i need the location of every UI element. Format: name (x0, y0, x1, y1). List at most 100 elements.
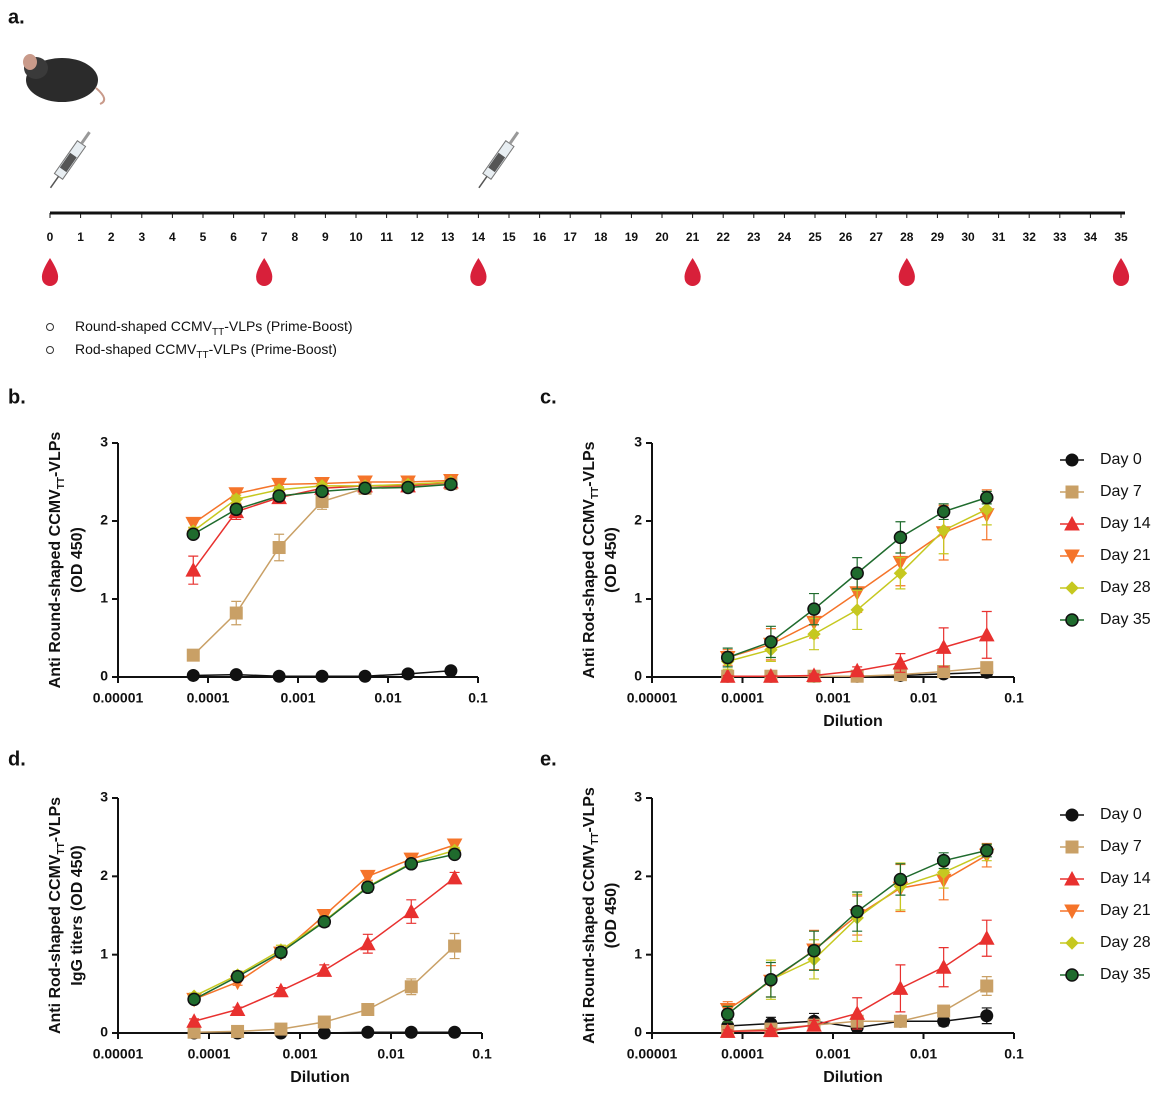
x-tick-label: 0.0001 (721, 1046, 764, 1062)
marker (807, 627, 821, 641)
y-tick-label: 2 (634, 512, 642, 528)
day-label: 16 (533, 230, 547, 244)
day-label: 15 (502, 230, 516, 244)
y-tick-label: 0 (634, 1024, 642, 1040)
marker (1065, 613, 1079, 627)
marker (401, 480, 415, 495)
marker (719, 668, 736, 683)
marker (447, 847, 462, 862)
blood-drop (41, 258, 59, 286)
marker (936, 853, 951, 868)
x-tick-label: 0.001 (815, 690, 850, 706)
legend-bullet (46, 346, 54, 354)
day-label: 1 (77, 230, 84, 244)
subscript: TT (56, 477, 67, 489)
panel-label: a. (8, 6, 25, 28)
marker (893, 872, 908, 887)
subscript: TT (56, 842, 67, 854)
marker (978, 930, 995, 945)
marker (807, 602, 821, 616)
x-tick-label: 0.0001 (187, 690, 230, 706)
x-axis-label: Dilution (823, 1069, 883, 1086)
marker (1065, 968, 1079, 982)
syringe-fluid (488, 152, 506, 173)
legend-label: Day 14 (1100, 515, 1151, 532)
legend-label: Day 0 (1100, 451, 1142, 468)
day-label: 13 (441, 230, 455, 244)
day-label: 5 (200, 230, 207, 244)
marker (850, 566, 864, 581)
y-tick-label: 1 (634, 590, 642, 606)
day-label: 0 (47, 230, 54, 244)
day-label: 2 (108, 230, 115, 244)
day-label: 14 (472, 230, 486, 244)
marker (1065, 453, 1079, 467)
day-label: 35 (1114, 230, 1128, 244)
day-label: 8 (291, 230, 298, 244)
marker (229, 1001, 246, 1016)
y-tick-label: 0 (100, 668, 108, 684)
text-part: Anti Round-shaped CCMV (581, 844, 598, 1043)
marker (316, 962, 333, 977)
legend-label: Day 28 (1100, 934, 1151, 951)
text-part: -VLPs (Prime-Boost) (224, 318, 352, 334)
text-part: -VLPs (47, 432, 64, 477)
day-label: 3 (138, 230, 145, 244)
x-tick-label: 0.00001 (93, 690, 144, 706)
marker (1065, 581, 1079, 595)
syringe (478, 131, 520, 189)
x-axis-label: Dilution (290, 1069, 350, 1086)
day-label: 28 (900, 230, 914, 244)
x-tick-label: 0.1 (472, 1046, 492, 1062)
marker (850, 904, 864, 919)
marker (446, 869, 463, 885)
marker (315, 484, 329, 499)
legend-label: Day 21 (1100, 902, 1151, 919)
x-tick-label: 0.001 (280, 690, 315, 706)
marker (892, 980, 909, 995)
legend-bullet (46, 323, 54, 331)
day-label: 34 (1084, 230, 1098, 244)
syringe-plunger (508, 131, 520, 145)
marker (849, 1005, 866, 1020)
marker (936, 865, 951, 880)
blood-drop (256, 258, 273, 286)
marker (893, 566, 908, 580)
marker (764, 972, 778, 987)
mouse-icon (23, 54, 106, 105)
syringe-plunger (80, 131, 91, 145)
marker (358, 669, 372, 683)
day-label: 30 (961, 230, 975, 244)
day-label: 32 (1023, 230, 1037, 244)
y-axis-label: (OD 450) (603, 527, 620, 593)
marker (404, 1025, 418, 1039)
y-axis-label: Anti Round-shaped CCMVTT-VLPs (47, 432, 67, 689)
marker (272, 669, 286, 683)
x-axis-label: Dilution (823, 713, 883, 730)
legend-label: Day 35 (1100, 966, 1151, 983)
text-part: -VLPs (47, 797, 64, 842)
marker (978, 626, 995, 642)
day-label: 33 (1053, 230, 1067, 244)
legend-label: Day 28 (1100, 579, 1151, 596)
x-tick-label: 0.1 (468, 690, 488, 706)
marker (936, 504, 951, 519)
marker (317, 1026, 331, 1040)
marker (807, 944, 821, 958)
y-tick-label: 0 (634, 668, 642, 684)
marker (935, 959, 952, 974)
y-axis-label: (OD 450) (603, 883, 620, 949)
marker (404, 857, 419, 871)
marker (980, 661, 994, 675)
x-tick-label: 0.1 (1004, 1046, 1024, 1062)
marker (1064, 904, 1080, 920)
x-tick-label: 0.00001 (627, 1046, 678, 1062)
marker (358, 481, 372, 495)
y-axis-label: Anti Rod-shaped CCMVTT-VLPs (47, 797, 67, 1034)
legend-label: Day 35 (1100, 611, 1151, 628)
panel-label: c. (540, 386, 557, 408)
panel-label: b. (8, 386, 26, 408)
y-axis-label: Anti Rod-shaped CCMVTT-VLPs (581, 441, 601, 678)
day-label: 4 (169, 230, 176, 244)
